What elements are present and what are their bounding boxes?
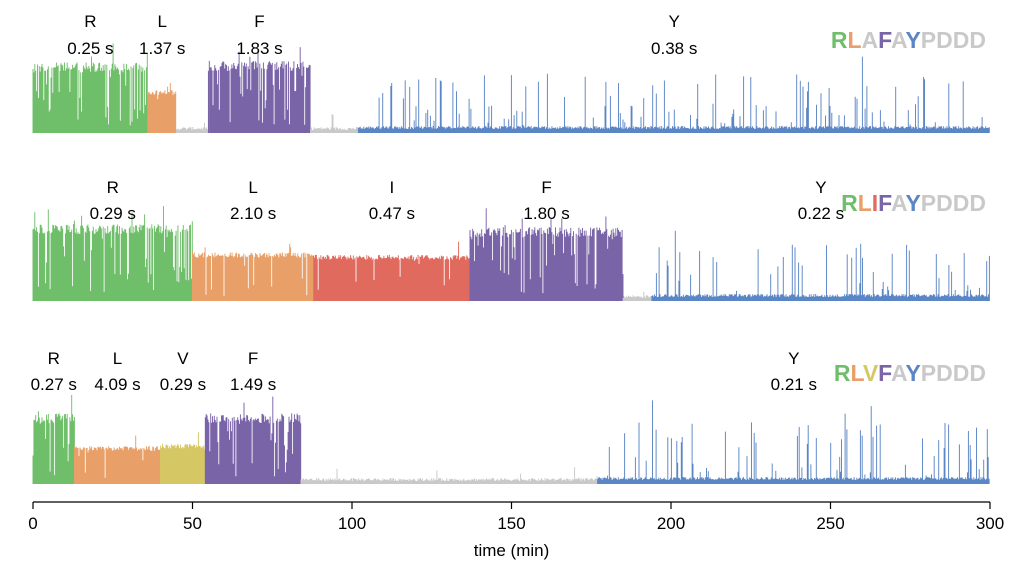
x-tick-label: 100 <box>338 514 366 533</box>
trace-3-segment-r-0 <box>32 395 75 484</box>
residue-label: F <box>541 178 551 197</box>
sequence-letter: F <box>878 190 892 216</box>
trace-2-segment-r-0 <box>32 206 193 301</box>
sequence-letter: D <box>969 190 986 216</box>
trace-2-segment-gap-4 <box>622 291 652 301</box>
sequence-letter: F <box>878 360 892 386</box>
dwell-time-label: 0.38 s <box>651 39 697 58</box>
sequence-letter: Y <box>905 360 920 386</box>
trace-3: R0.27 sL4.09 sV0.29 sF1.49 sY0.21 s RLVFA… <box>31 349 990 484</box>
peptide-sequence: RLVFAYPDDD <box>834 360 986 386</box>
trace-1: R0.25 sL1.37 sF1.83 sY0.38 s RLAFAYPDDD <box>32 12 990 133</box>
x-tick-label: 200 <box>657 514 685 533</box>
sequence-letter: F <box>878 27 892 53</box>
residue-label: I <box>390 178 395 197</box>
residue-label: Y <box>815 178 826 197</box>
x-axis-ticks: 0 50 100 150 200 250 300 <box>28 502 1004 533</box>
trace-3-segment-v-2 <box>160 432 206 484</box>
residue-label: L <box>113 349 122 368</box>
trace-1-segment-gap-4 <box>310 114 359 133</box>
trace-2: R0.29 sL2.10 sI0.47 sF1.80 sY0.22 sRLIFA… <box>32 178 990 301</box>
sequence-letter: R <box>831 27 848 53</box>
dwell-time-label: 0.27 s <box>31 375 77 394</box>
dwell-time-label: 0.22 s <box>798 204 844 223</box>
dwell-time-label: 1.37 s <box>139 39 185 58</box>
residue-label: Y <box>788 349 799 368</box>
sequence-letter: A <box>891 190 907 216</box>
dwell-time-label: 0.29 s <box>160 375 206 394</box>
trace-1-segment-y-5 <box>357 56 990 133</box>
residue-label: R <box>48 349 60 368</box>
trace-2-segment-f-3 <box>469 208 624 301</box>
sequence-letter: D <box>936 27 953 53</box>
sequence-letter: L <box>847 27 861 53</box>
trace-2-segment-y-5 <box>651 230 990 301</box>
sequence-letter: D <box>953 360 970 386</box>
trace-3-segment-f-3 <box>204 396 302 484</box>
x-tick-label: 250 <box>816 514 844 533</box>
dwell-time-label: 2.10 s <box>230 204 276 223</box>
sequence-letter: R <box>841 190 858 216</box>
sequence-letter: D <box>969 27 986 53</box>
sequence-letter: P <box>921 190 936 216</box>
sequence-letter: L <box>850 360 864 386</box>
residue-label: F <box>248 349 258 368</box>
residue-label: V <box>177 349 189 368</box>
sequence-letter: V <box>863 360 879 386</box>
sequence-letter: I <box>872 190 878 216</box>
sequence-letter: Y <box>905 190 920 216</box>
dwell-time-label: 1.80 s <box>523 204 569 223</box>
dwell-time-label: 1.83 s <box>236 39 282 58</box>
peptide-sequence: RLIFAYPDDD <box>841 190 986 216</box>
residue-label: F <box>254 12 264 31</box>
traces-layer: R0.25 sL1.37 sF1.83 sY0.38 s RLAFAYPDDDR0… <box>31 12 990 484</box>
residue-label: R <box>84 12 96 31</box>
sequence-letter: A <box>862 27 879 53</box>
sequence-letter: R <box>834 360 851 386</box>
x-tick-label: 300 <box>976 514 1004 533</box>
x-axis-title: time (min) <box>474 541 550 560</box>
residue-label: L <box>248 178 257 197</box>
dwell-time-label: 0.29 s <box>90 204 136 223</box>
dwell-time-label: 4.09 s <box>94 375 140 394</box>
trace-1-segment-r-0 <box>32 43 148 133</box>
sequence-letter: D <box>953 190 970 216</box>
sequence-letter: D <box>953 27 970 53</box>
trace-2-segment-i-2 <box>313 241 470 301</box>
trace-1-segment-gap-2 <box>176 122 209 133</box>
residue-label: Y <box>669 12 680 31</box>
dwell-time-label: 0.21 s <box>771 375 817 394</box>
trace-1-segment-l-1 <box>147 83 177 133</box>
sequence-letter: A <box>891 360 907 386</box>
trace-3-segment-y-5 <box>597 400 990 484</box>
residue-label: R <box>107 178 119 197</box>
sequence-letter: P <box>921 360 936 386</box>
sequence-letter: D <box>936 360 953 386</box>
peptide-sequence: RLAFAYPDDD <box>831 27 986 53</box>
residue-label: L <box>157 12 166 31</box>
dwell-time-label: 0.47 s <box>369 204 415 223</box>
trace-1-segment-f-3 <box>207 47 311 133</box>
trace-2-segment-l-1 <box>192 243 314 301</box>
trace-3-segment-gap-4 <box>300 467 598 484</box>
dwell-time-label: 1.49 s <box>230 375 276 394</box>
sequence-letter: P <box>921 27 936 53</box>
x-tick-label: 0 <box>28 514 37 533</box>
sequence-letter: D <box>969 360 986 386</box>
x-axis: 0 50 100 150 200 250 300 time (min) <box>28 501 1004 560</box>
x-tick-label: 150 <box>497 514 525 533</box>
sequence-letter: D <box>936 190 953 216</box>
x-tick-label: 50 <box>183 514 202 533</box>
sequence-letter: L <box>858 190 872 216</box>
dwell-time-label: 0.25 s <box>67 39 113 58</box>
sequence-letter: Y <box>905 27 920 53</box>
sequence-letter: A <box>891 27 907 53</box>
trace-3-segment-l-1 <box>74 435 161 484</box>
